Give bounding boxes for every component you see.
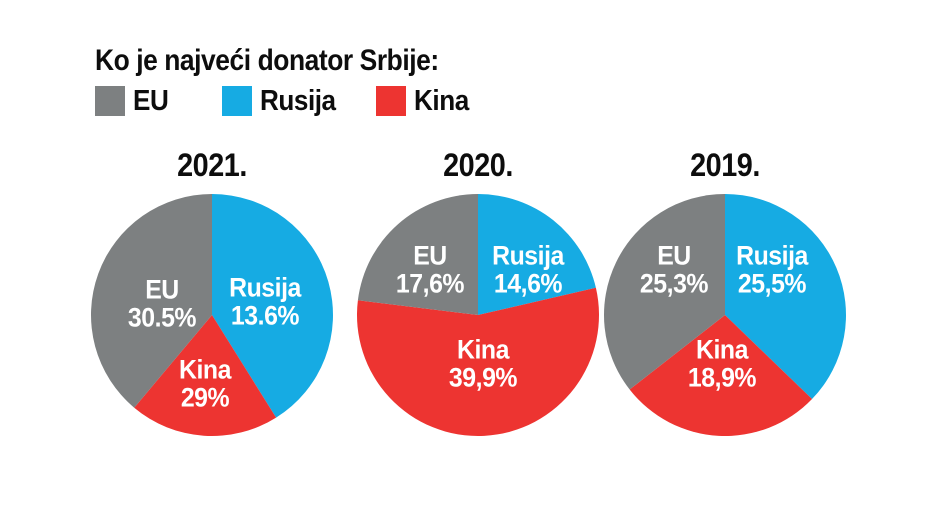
pie-label-kina: Kina 39,9% xyxy=(448,334,518,394)
pie-label-kina: Kina 29% xyxy=(178,354,231,414)
legend-item-eu: EU xyxy=(95,86,172,116)
pie-label-eu: EU 17,6% xyxy=(395,240,465,300)
pie-svg-2020 xyxy=(356,194,599,436)
chart-column-2020: 2020. EU 17,6% Rusija 14,6% Kina 39,9% xyxy=(356,148,600,437)
year-title-2021: 2021. xyxy=(177,147,247,183)
pie-svg-2021 xyxy=(90,194,333,436)
pie-slice-eu xyxy=(603,194,725,390)
rusija-color-swatch xyxy=(222,86,252,116)
pie-slice-kina xyxy=(629,315,813,437)
pie-label-rusija: Rusija 13.6% xyxy=(229,272,301,332)
pie-chart-2019: EU 25,3% Rusija 25,5% Kina 18,9% xyxy=(603,193,847,437)
chart-column-2021: 2021. EU 30.5% Rusija 13.6% Kina 29% xyxy=(90,148,334,437)
pie-label-rusija: Rusija 14,6% xyxy=(492,240,564,300)
pie-svg-2019 xyxy=(603,194,846,437)
legend-label-eu: EU xyxy=(133,85,169,117)
chart-column-2019: 2019. EU 25,3% Rusija 25,5% Kina 18,9% xyxy=(603,148,847,437)
pie-label-rusija: Rusija 25,5% xyxy=(736,240,808,300)
legend-label-rusija: Rusija xyxy=(260,85,336,117)
pie-chart-2020: EU 17,6% Rusija 14,6% Kina 39,9% xyxy=(356,193,600,437)
pie-slice-eu xyxy=(90,194,212,408)
pie-label-kina: Kina 18,9% xyxy=(687,334,757,394)
kina-color-swatch xyxy=(376,86,406,116)
pie-label-eu: EU 30.5% xyxy=(127,274,197,334)
year-title-2020: 2020. xyxy=(443,147,513,183)
pie-slice-eu xyxy=(357,194,478,315)
year-title-2019: 2019. xyxy=(690,147,760,183)
legend-item-rusija: Rusija xyxy=(222,86,344,116)
legend-item-kina: Kina xyxy=(376,86,475,116)
pie-label-eu: EU 25,3% xyxy=(639,240,709,300)
pie-slice-kina xyxy=(356,287,599,436)
eu-color-swatch xyxy=(95,86,125,116)
pie-slice-rusija xyxy=(478,194,596,315)
legend-label-kina: Kina xyxy=(414,85,469,117)
pie-slice-rusija xyxy=(725,194,846,400)
pie-slice-kina xyxy=(134,315,277,436)
chart-title: Ko je najveći donator Srbije: xyxy=(95,44,439,77)
pie-slice-rusija xyxy=(212,194,333,418)
pie-chart-2021: EU 30.5% Rusija 13.6% Kina 29% xyxy=(90,193,334,437)
